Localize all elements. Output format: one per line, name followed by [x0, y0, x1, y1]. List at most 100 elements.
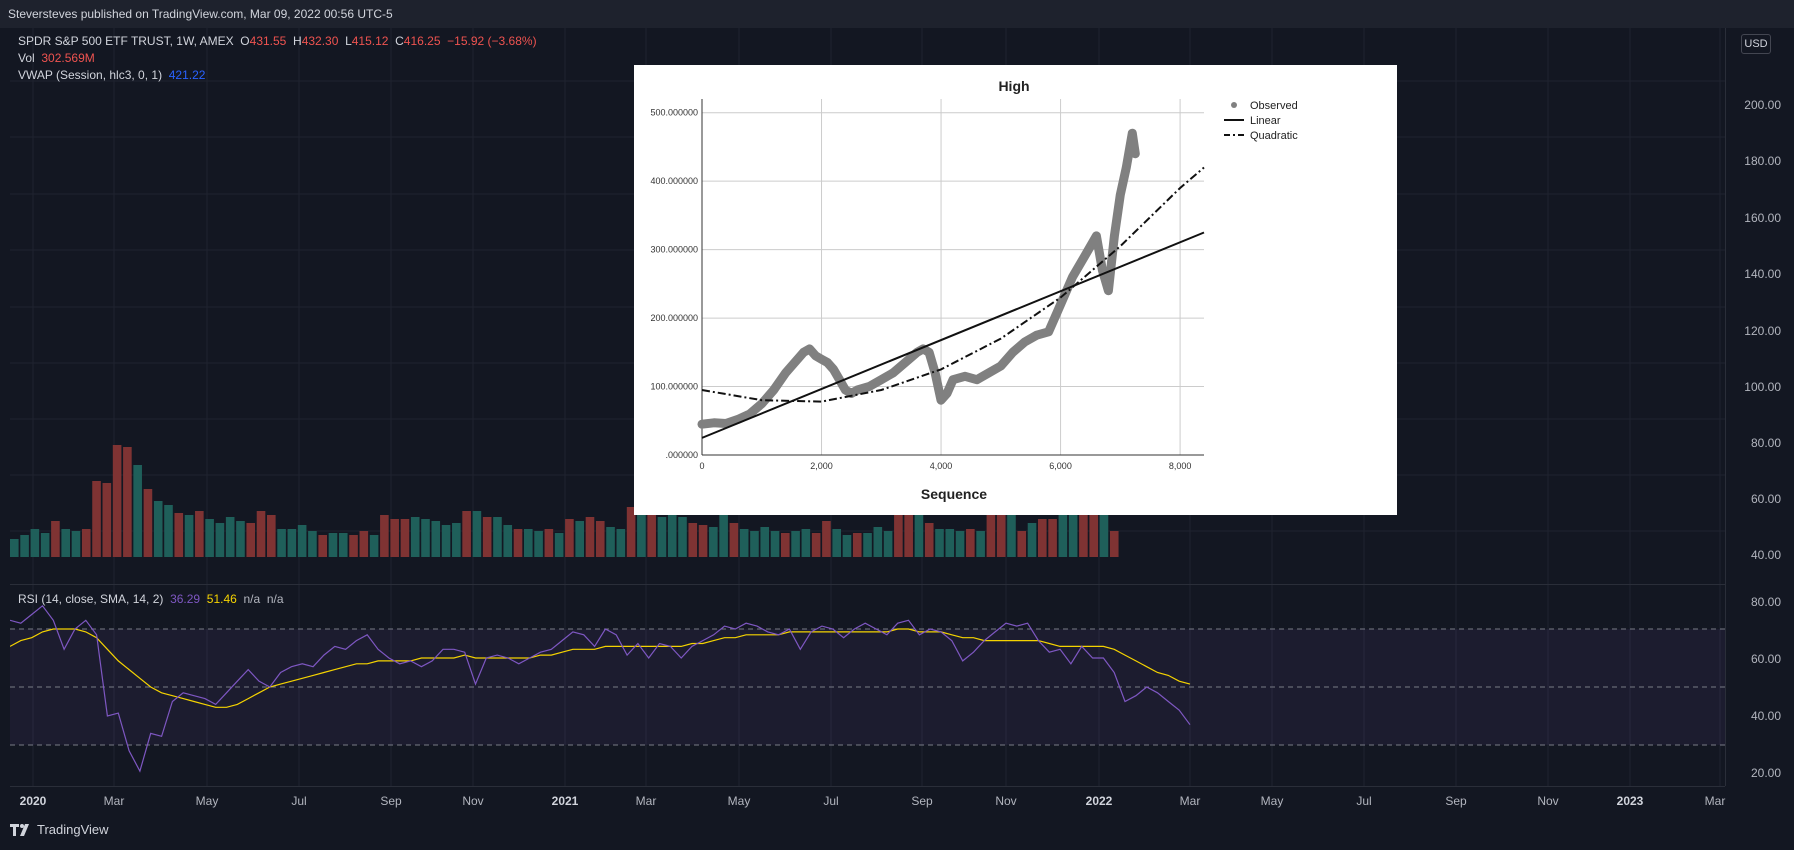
inset-observed-point: [799, 348, 808, 357]
inset-observed-point: [960, 372, 969, 381]
volume-bar: [678, 517, 687, 557]
price-tick: 180.00: [1744, 154, 1781, 168]
inset-x-tick: 6,000: [1049, 461, 1072, 471]
inset-observed-point: [1122, 163, 1131, 172]
inset-observed-point: [841, 385, 850, 394]
inset-observed-point: [757, 399, 766, 408]
volume-bar: [781, 533, 790, 557]
volume-label[interactable]: Vol: [18, 51, 35, 65]
time-tick: Mar: [1704, 794, 1726, 808]
price-tick: 60.00: [1750, 492, 1781, 506]
volume-bar: [945, 529, 955, 557]
inset-plot: High Sequence .000000 100.000000 200.00000…: [650, 78, 1298, 502]
rsi-label[interactable]: RSI (14, close, SMA, 14, 2): [18, 592, 164, 606]
volume-bar: [842, 535, 852, 557]
volume-bar: [811, 533, 821, 557]
tradingview-logo[interactable]: TradingView: [10, 822, 109, 837]
inset-legend-label: Linear: [1250, 115, 1281, 127]
volume-bar: [400, 519, 410, 557]
volume-bar: [863, 533, 872, 557]
volume-bar: [698, 525, 708, 557]
volume-bar: [647, 509, 656, 557]
time-tick: Sep: [911, 794, 933, 808]
rsi-price-tick: 80.00: [1750, 595, 1781, 609]
inset-observed-point: [1080, 252, 1089, 261]
inset-observed-point: [805, 344, 814, 353]
volume-bar: [606, 527, 615, 557]
volume-bar: [236, 521, 245, 557]
rsi-line: [10, 604, 1191, 773]
volume-bar: [225, 517, 235, 557]
volume-bar: [431, 521, 441, 557]
volume-bar: [1048, 519, 1057, 557]
volume-bar: [739, 529, 749, 557]
time-axis[interactable]: 2020 Mar May Jul Sep Nov 2021 Mar May Jul Sep Nov 20…: [10, 786, 1725, 813]
inset-quadratic-fit: [701, 166, 1205, 403]
volume-bar: [904, 513, 913, 557]
inset-observed-point: [1098, 266, 1107, 275]
volume-bar: [503, 525, 513, 557]
volume-bar: [51, 521, 60, 557]
volume-bar: [575, 521, 584, 557]
vwap-value: 421.22: [168, 68, 206, 82]
inset-observed-point: [1092, 231, 1101, 240]
rsi-sma-value: 51.46: [206, 592, 237, 606]
inset-observed-point: [1116, 190, 1125, 199]
time-tick: Jul: [291, 794, 307, 808]
volume-bar: [513, 529, 523, 557]
price-tick: 160.00: [1744, 211, 1781, 225]
volume-bar: [143, 489, 153, 557]
publish-header: Steversteves published on TradingView.co…: [0, 0, 1794, 28]
price-tick: 100.00: [1744, 380, 1781, 394]
inset-x-tick: 0: [699, 461, 704, 471]
volume-bar: [338, 533, 348, 557]
inset-observed-point: [823, 358, 832, 367]
volume-bar: [791, 531, 800, 557]
inset-observed-point: [793, 355, 802, 364]
rsi-price-tick: 60.00: [1750, 652, 1781, 666]
volume-bar: [852, 533, 862, 557]
volume-bar: [287, 529, 297, 557]
pane-separator[interactable]: [10, 584, 1725, 585]
volume-bar: [750, 531, 759, 557]
volume-bar: [770, 531, 780, 557]
inset-x-tick: 2,000: [810, 461, 833, 471]
vwap-label[interactable]: VWAP (Session, hlc3, 0, 1): [18, 68, 163, 82]
rsi-value: 36.29: [170, 592, 201, 606]
volume-bar: [1007, 511, 1016, 557]
volume-bar: [61, 529, 70, 557]
volume-bar: [164, 505, 173, 557]
volume-bar: [81, 529, 91, 557]
volume-bar: [626, 507, 636, 557]
inset-legend-label: Observed: [1250, 100, 1298, 112]
tradingview-icon: [10, 823, 29, 836]
time-tick: Mar: [635, 794, 657, 808]
volume-bar: [10, 539, 19, 557]
volume-bar: [153, 501, 163, 557]
volume-bar: [92, 481, 101, 557]
volume-bar: [1068, 499, 1078, 557]
volume-bar: [996, 503, 1006, 557]
volume-bar: [174, 513, 184, 557]
volume-bar: [390, 519, 399, 557]
time-tick: 2022: [1085, 794, 1113, 808]
time-tick: May: [195, 794, 219, 808]
time-tick: Sep: [380, 794, 402, 808]
inset-observed-point: [1008, 348, 1017, 357]
inset-observed-point: [949, 375, 957, 384]
price-scale[interactable]: 200.00 180.00 160.00 140.00 120.00 100.00 80.0…: [1725, 28, 1794, 786]
inset-observed-point: [853, 385, 862, 394]
volume-bar: [215, 523, 225, 557]
currency-button[interactable]: USD: [1741, 34, 1771, 54]
volume-bar: [369, 535, 379, 557]
volume-bar: [924, 523, 934, 557]
rsi-legend: RSI (14, close, SMA, 14, 2) 36.29 51.46 …: [18, 592, 284, 606]
volume-bar: [955, 531, 965, 557]
symbol-title[interactable]: SPDR S&P 500 ETF TRUST, 1W, AMEX: [18, 34, 234, 48]
volume-bar: [421, 519, 430, 557]
volume-bar: [410, 517, 420, 557]
inset-observed-point: [972, 375, 981, 384]
brand-name: TradingView: [37, 822, 109, 837]
volume-row: Vol 302.569M: [18, 50, 537, 67]
volume-bar: [524, 529, 533, 557]
